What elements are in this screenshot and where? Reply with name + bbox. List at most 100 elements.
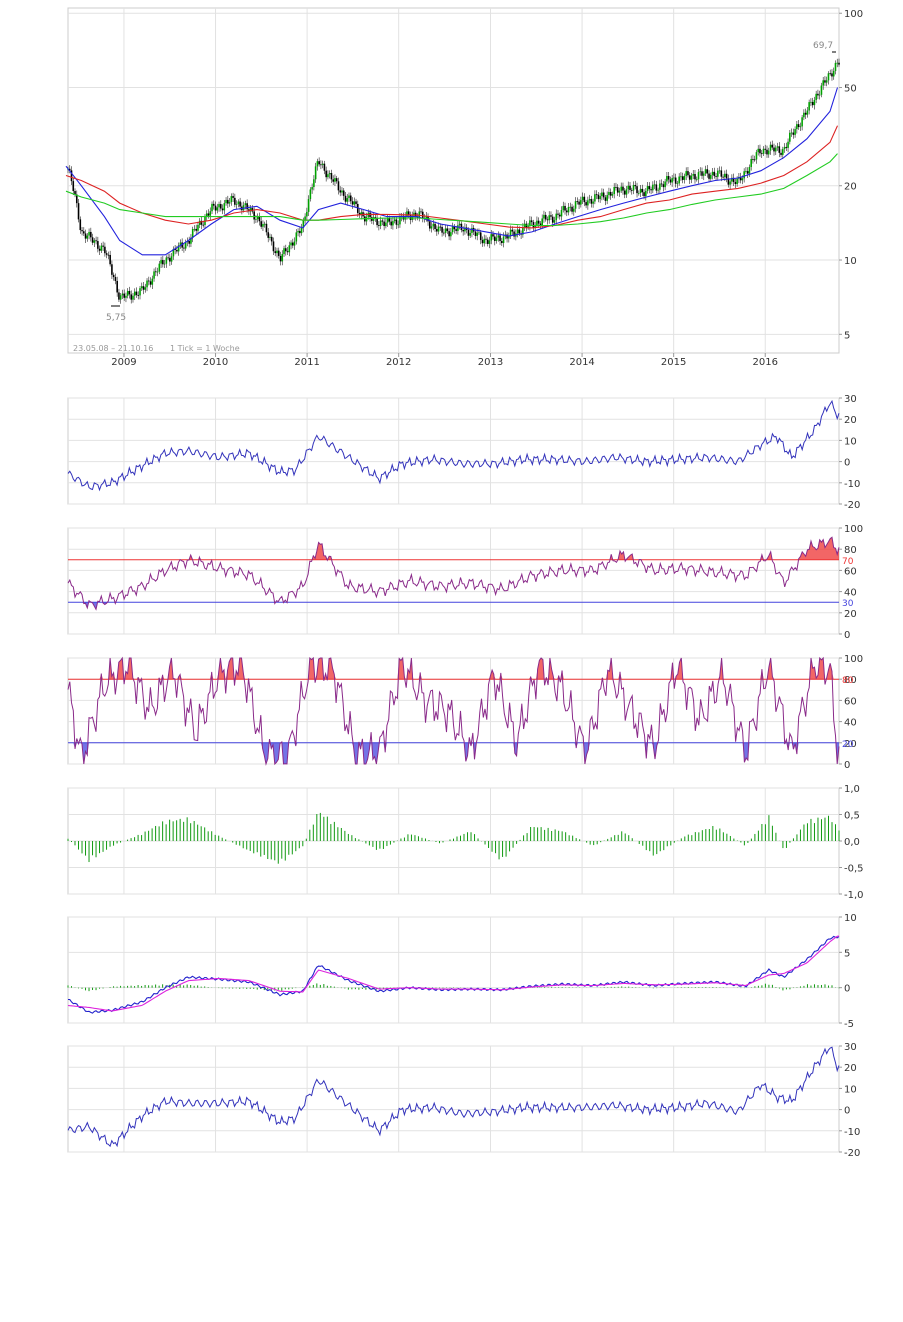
candle-body: [378, 225, 380, 226]
candle-body: [760, 153, 763, 155]
macd-ytick-label: -5: [844, 1019, 854, 1030]
candle-body: [645, 190, 647, 197]
momentum-ytick-label: -20: [844, 500, 860, 511]
candle-body: [95, 240, 97, 242]
candle-body: [441, 226, 443, 233]
candle-body: [646, 186, 649, 191]
candle-body: [227, 199, 229, 204]
histogram-ytick-label: -1,0: [844, 890, 864, 901]
candle-body: [246, 203, 248, 210]
histogram-plot: [67, 812, 840, 864]
main-ytick-label: 50: [844, 84, 857, 95]
candle-body: [810, 101, 812, 103]
candle-body: [613, 186, 615, 195]
candle-body: [781, 149, 784, 155]
candle-body: [341, 190, 343, 193]
candle-body: [585, 202, 587, 206]
stochastic-ytick-label: 20: [844, 739, 857, 750]
candle-body: [263, 223, 266, 225]
candle-body: [93, 240, 96, 243]
candle-body: [258, 215, 261, 222]
candle-body: [573, 208, 575, 212]
candle-body: [769, 144, 772, 151]
candle-body: [144, 287, 147, 290]
candle-body: [457, 225, 459, 231]
candle-body: [265, 223, 268, 233]
candle-body: [339, 190, 342, 193]
candle-body: [156, 271, 159, 273]
macd-frame: [67, 916, 840, 1024]
candle-body: [379, 220, 382, 226]
candle-body: [309, 189, 312, 200]
candle-body: [230, 196, 233, 203]
main-x-axis: 2009 2010 2011 2012 2013 2014 2015 2016: [111, 353, 778, 368]
candle-body: [216, 207, 219, 211]
candle-body: [736, 178, 738, 185]
candle-body: [818, 94, 821, 96]
candle-body: [270, 236, 273, 242]
candle-body: [718, 170, 721, 172]
interval-label: 1 Tick = 1 Woche: [170, 344, 240, 353]
candle-body: [609, 191, 612, 196]
candle-body: [174, 248, 176, 250]
stochastic-frame: [67, 657, 840, 765]
candle-body: [318, 161, 320, 165]
candle-body: [464, 227, 466, 232]
candle-body: [750, 158, 752, 167]
candle-body: [625, 189, 628, 195]
candle-body: [803, 112, 805, 118]
candle-body: [597, 194, 600, 200]
roc-plot: [67, 1046, 840, 1148]
candle-body: [571, 206, 573, 212]
candle-body: [595, 194, 598, 196]
main-plot-frame: [67, 7, 840, 354]
candle-body: [471, 227, 473, 233]
rsi-upper-label: 70: [842, 557, 854, 567]
candle-body: [147, 280, 150, 282]
candle-body: [711, 171, 714, 175]
candle-body: [508, 236, 510, 239]
candle-body: [374, 217, 377, 218]
candle-body: [304, 216, 306, 221]
candle-body: [212, 203, 215, 206]
candle-body: [314, 166, 317, 180]
candle-body: [685, 171, 688, 176]
candle-body: [594, 194, 596, 202]
candle-body: [325, 170, 327, 178]
candle-body: [416, 216, 419, 218]
stochastic-ytick-label: 100: [844, 654, 863, 665]
main-xtick-label: 2010: [203, 357, 228, 368]
candle-body: [133, 291, 136, 296]
candle-body: [486, 239, 489, 244]
candle-body: [720, 170, 723, 177]
main-gridlines: [68, 8, 839, 353]
candle-body: [328, 173, 331, 175]
candle-body: [616, 187, 619, 193]
candle-body: [534, 225, 536, 229]
candle-body: [792, 132, 795, 135]
candle-body: [255, 219, 257, 220]
rsi-gridlines: [68, 527, 839, 635]
candle-body: [518, 229, 521, 234]
candle-body: [773, 147, 775, 152]
candle-body: [587, 200, 589, 206]
candle-body: [300, 227, 303, 234]
candle-body: [221, 208, 224, 211]
candle-body: [690, 175, 693, 180]
candle-body: [794, 129, 796, 135]
candle-body: [488, 240, 491, 244]
candle-body: [701, 171, 703, 176]
candle-body: [785, 146, 788, 148]
candle-body: [655, 184, 658, 191]
candle-body: [381, 220, 384, 222]
momentum-ytick-label: 0: [844, 458, 850, 469]
momentum-ytick-label: 10: [844, 436, 857, 447]
stochastic-ytick-label: 0: [844, 760, 850, 771]
candle-body: [211, 203, 213, 212]
candle-body: [813, 99, 816, 106]
momentum-panel: 30 20 10 0 -10 -20: [67, 394, 860, 511]
candle-body: [181, 242, 183, 248]
candle-body: [783, 146, 786, 150]
candle-body: [253, 211, 255, 220]
candle-body: [353, 201, 356, 205]
